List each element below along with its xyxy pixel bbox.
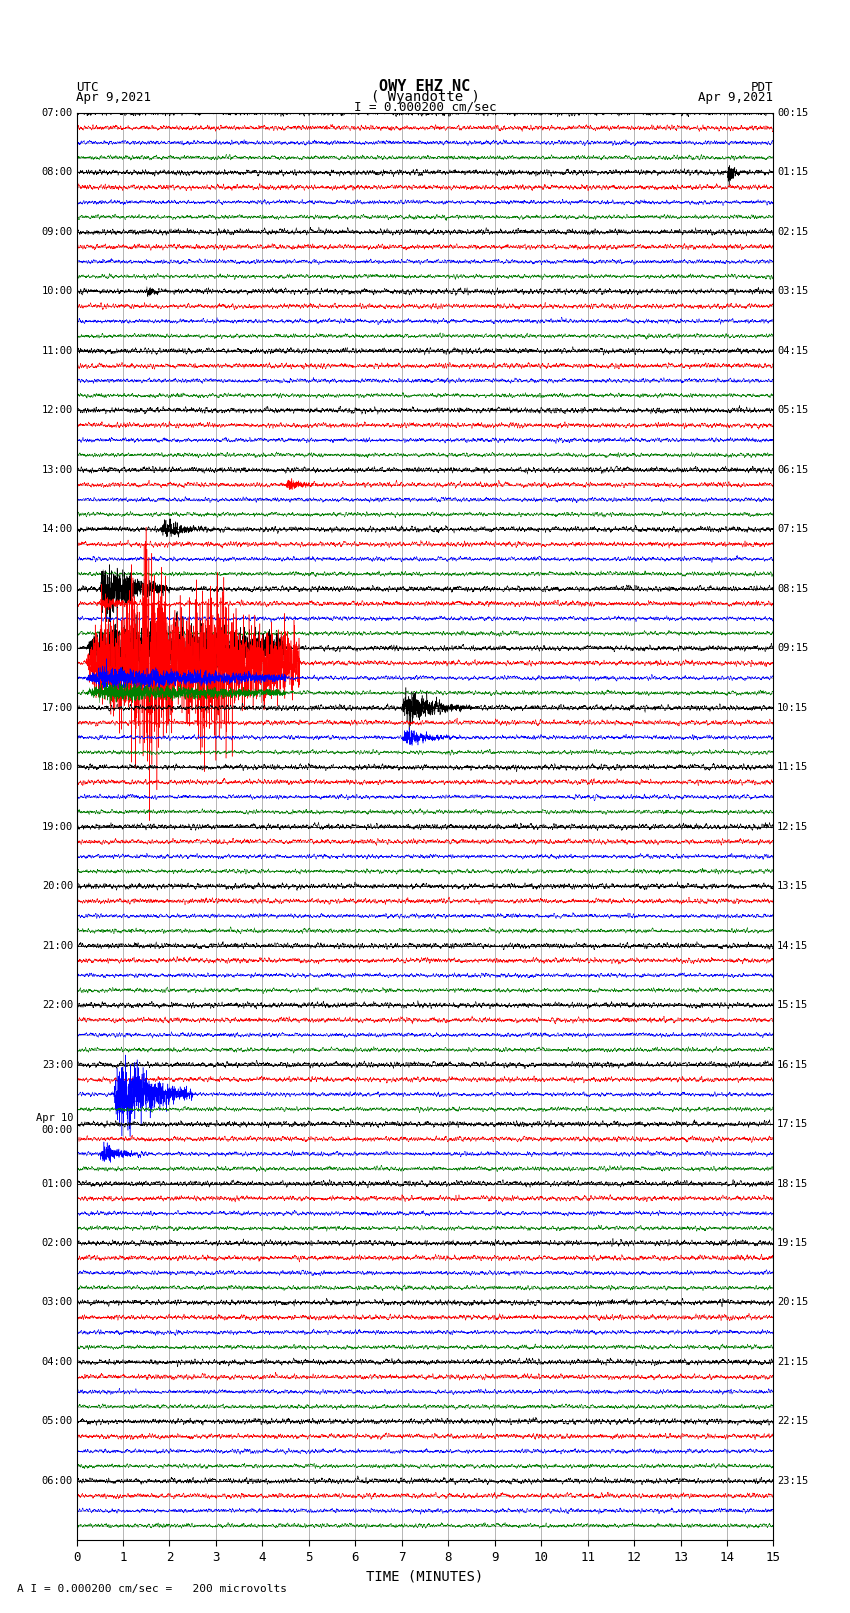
- Text: Apr 9,2021: Apr 9,2021: [76, 90, 151, 105]
- Text: 03:15: 03:15: [777, 287, 808, 297]
- Text: 09:00: 09:00: [42, 227, 73, 237]
- Text: 01:00: 01:00: [42, 1179, 73, 1189]
- Text: 14:15: 14:15: [777, 940, 808, 950]
- Text: 13:00: 13:00: [42, 465, 73, 474]
- X-axis label: TIME (MINUTES): TIME (MINUTES): [366, 1569, 484, 1584]
- Text: 05:00: 05:00: [42, 1416, 73, 1426]
- Text: 10:00: 10:00: [42, 287, 73, 297]
- Text: 15:00: 15:00: [42, 584, 73, 594]
- Text: 18:15: 18:15: [777, 1179, 808, 1189]
- Text: 22:15: 22:15: [777, 1416, 808, 1426]
- Text: 17:00: 17:00: [42, 703, 73, 713]
- Text: 02:15: 02:15: [777, 227, 808, 237]
- Text: 18:00: 18:00: [42, 763, 73, 773]
- Text: 10:15: 10:15: [777, 703, 808, 713]
- Text: 06:15: 06:15: [777, 465, 808, 474]
- Text: 07:15: 07:15: [777, 524, 808, 534]
- Text: 03:00: 03:00: [42, 1297, 73, 1308]
- Text: 19:00: 19:00: [42, 821, 73, 832]
- Text: 11:15: 11:15: [777, 763, 808, 773]
- Text: 12:15: 12:15: [777, 821, 808, 832]
- Text: 15:15: 15:15: [777, 1000, 808, 1010]
- Text: 13:15: 13:15: [777, 881, 808, 890]
- Text: 08:00: 08:00: [42, 168, 73, 177]
- Text: 22:00: 22:00: [42, 1000, 73, 1010]
- Text: UTC: UTC: [76, 81, 99, 94]
- Text: 11:00: 11:00: [42, 345, 73, 356]
- Text: ( Wyandotte ): ( Wyandotte ): [371, 90, 479, 105]
- Text: 05:15: 05:15: [777, 405, 808, 415]
- Text: 04:00: 04:00: [42, 1357, 73, 1366]
- Text: I = 0.000200 cm/sec: I = 0.000200 cm/sec: [354, 100, 496, 113]
- Text: 09:15: 09:15: [777, 644, 808, 653]
- Text: 08:15: 08:15: [777, 584, 808, 594]
- Text: 12:00: 12:00: [42, 405, 73, 415]
- Text: 16:15: 16:15: [777, 1060, 808, 1069]
- Text: 17:15: 17:15: [777, 1119, 808, 1129]
- Text: 21:00: 21:00: [42, 940, 73, 950]
- Text: Apr 9,2021: Apr 9,2021: [699, 90, 774, 105]
- Text: 02:00: 02:00: [42, 1239, 73, 1248]
- Text: A I = 0.000200 cm/sec =   200 microvolts: A I = 0.000200 cm/sec = 200 microvolts: [17, 1584, 287, 1594]
- Text: 00:15: 00:15: [777, 108, 808, 118]
- Text: 07:00: 07:00: [42, 108, 73, 118]
- Text: 21:15: 21:15: [777, 1357, 808, 1366]
- Text: 19:15: 19:15: [777, 1239, 808, 1248]
- Text: OWY EHZ NC: OWY EHZ NC: [379, 79, 471, 94]
- Text: 23:15: 23:15: [777, 1476, 808, 1486]
- Text: 14:00: 14:00: [42, 524, 73, 534]
- Text: 23:00: 23:00: [42, 1060, 73, 1069]
- Text: PDT: PDT: [751, 81, 774, 94]
- Text: 20:00: 20:00: [42, 881, 73, 890]
- Text: 01:15: 01:15: [777, 168, 808, 177]
- Text: 04:15: 04:15: [777, 345, 808, 356]
- Text: 16:00: 16:00: [42, 644, 73, 653]
- Text: 06:00: 06:00: [42, 1476, 73, 1486]
- Text: Apr 10
00:00: Apr 10 00:00: [36, 1113, 73, 1136]
- Text: 20:15: 20:15: [777, 1297, 808, 1308]
